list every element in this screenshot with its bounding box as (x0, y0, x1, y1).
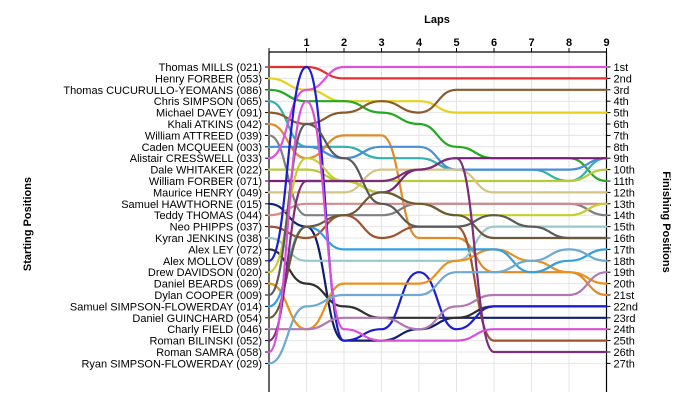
finishing-position-label: 23rd (614, 313, 636, 325)
series-line-5 (267, 88, 608, 126)
finishing-position-label: 10th (614, 165, 635, 177)
series-line-16 (267, 225, 608, 262)
starting-position-label: Samuel SIMPSON-FLOWERDAY (014) (70, 301, 262, 313)
finishing-position-label: 19th (614, 267, 635, 279)
y-axis-label-left: Starting Positions (22, 177, 34, 271)
starting-position-label: Kyran JENKINS (038) (155, 233, 262, 245)
starting-position-label: Samuel HAWTHORNE (015) (121, 199, 262, 211)
finishing-position-label: 3rd (614, 85, 630, 97)
finishing-position-label: 27th (614, 358, 635, 370)
series-lines (267, 65, 608, 365)
series-line-22 (267, 225, 608, 308)
starting-position-label: Alex LEY (072) (188, 244, 262, 256)
y-axis-label-right: Finishing Positions (660, 171, 672, 272)
finishing-position-label: 8th (614, 142, 629, 154)
lap-tick-label: 3 (378, 37, 384, 49)
chart-title: Laps (424, 14, 450, 26)
starting-position-label: Dale WHITAKER (022) (150, 165, 262, 177)
series-line-24 (267, 271, 608, 331)
starting-position-label: Alex MOLLOV (089) (163, 256, 262, 268)
starting-position-label: Chris SIMPSON (065) (154, 96, 262, 108)
starting-position-label: Roman BILINSKI (052) (150, 336, 263, 348)
lap-tick-label: 6 (491, 37, 497, 49)
lap-tick-label: 9 (603, 37, 609, 49)
finishing-position-label: 26th (614, 347, 635, 359)
starting-position-label: Roman SAMRA (058) (156, 347, 262, 359)
starting-position-label: Maurice HENRY (049) (153, 187, 262, 199)
lap-tick-label: 2 (341, 37, 347, 49)
finishing-position-label: 9th (614, 153, 629, 165)
lap-tick-label: 8 (566, 37, 572, 49)
series-line-8 (267, 145, 608, 171)
starting-position-label: Teddy THOMAS (044) (154, 210, 262, 222)
lap-tick-labels: 1 2 3 4 5 6 7 8 9 (303, 37, 609, 49)
finishing-position-label: 5th (614, 108, 629, 120)
finishing-position-label: 20th (614, 279, 635, 291)
series-line-23 (267, 191, 608, 319)
finishing-position-label: 4th (614, 96, 629, 108)
finishing-position-label: 25th (614, 336, 635, 348)
starting-position-label: Thomas MILLS (021) (159, 62, 262, 74)
finishing-position-label: 14th (614, 210, 635, 222)
finishing-position-label: 6th (614, 119, 629, 131)
starting-position-label: William ATTREED (039) (145, 130, 262, 142)
starting-position-label: Khali ATKINS (042) (167, 119, 262, 131)
finishing-position-label: 17th (614, 244, 635, 256)
series-line-1 (267, 65, 608, 80)
finishing-position-label: 16th (614, 233, 635, 245)
finishing-position-label: 21st (614, 290, 635, 302)
series-line-26 (267, 100, 608, 354)
finishing-position-label: 1st (614, 62, 629, 74)
starting-position-label: Ryan SIMPSON-FLOWERDAY (029) (81, 358, 262, 370)
finishing-position-label: 12th (614, 187, 635, 199)
starting-position-label: William FORBER (071) (149, 176, 262, 188)
finishing-position-label: 24th (614, 324, 635, 336)
finishing-position-label: 13th (614, 199, 635, 211)
series-line-20 (267, 248, 608, 331)
lap-tick-label: 1 (303, 37, 309, 49)
starting-position-label: Charly FIELD (046) (167, 324, 262, 336)
lap-tick-label: 5 (453, 37, 459, 49)
lap-tick-label: 7 (528, 37, 534, 49)
series-line-2 (267, 77, 608, 114)
starting-position-label: Henry FORBER (053) (155, 73, 262, 85)
series-line-6 (267, 122, 608, 297)
lap-tick-label: 4 (416, 37, 423, 49)
starting-position-label: Daniel BEARDS (069) (154, 279, 262, 291)
starting-position-labels: Thomas MILLS (021)Henry FORBER (053)Thom… (63, 62, 262, 370)
starting-position-label: Drew DAVIDSON (020) (148, 267, 262, 279)
finishing-position-labels: 1st2nd3rd4th5th6th7th8th9th10th11th12th1… (614, 62, 638, 370)
finishing-position-label: 18th (614, 256, 635, 268)
starting-position-label: Daniel GUINCHARD (054) (132, 313, 262, 325)
series-line-21 (267, 122, 608, 297)
starting-position-label: Neo PHIPPS (037) (170, 222, 262, 234)
starting-position-label: Michael DAVEY (091) (156, 108, 262, 120)
axes (265, 48, 611, 392)
series-line-25 (267, 157, 608, 354)
starting-position-label: Thomas CUCURULLO-YEOMANS (086) (63, 85, 262, 97)
series-line-10 (267, 168, 608, 183)
finishing-position-label: 7th (614, 130, 629, 142)
starting-position-label: Dylan COOPER (009) (154, 290, 262, 302)
finishing-position-label: 15th (614, 222, 635, 234)
starting-position-label: Alistair CRESSWELL (033) (130, 153, 262, 165)
finishing-position-label: 22nd (614, 301, 638, 313)
finishing-position-label: 11th (614, 176, 635, 188)
finishing-position-label: 2nd (614, 73, 632, 85)
starting-position-label: Caden MCQUEEN (003) (142, 142, 262, 154)
series-line-27 (267, 248, 608, 365)
